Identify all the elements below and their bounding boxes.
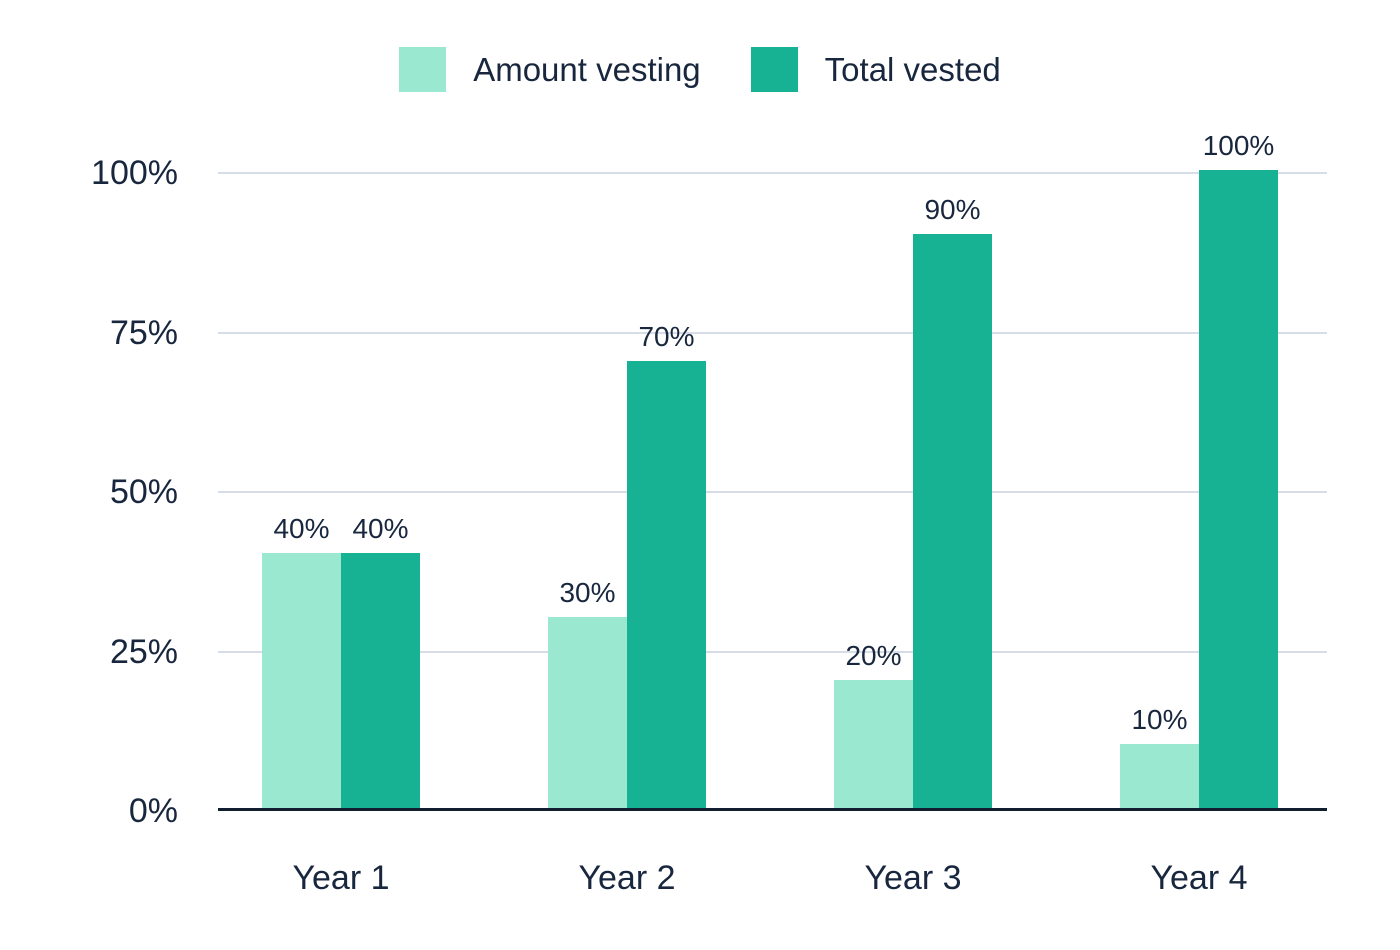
bar-total-vested: [913, 233, 992, 808]
bar-amount-vesting: [262, 552, 341, 808]
y-axis-label: 100%: [91, 154, 178, 192]
gridline: [218, 650, 1327, 653]
bar-value-label: 30%: [559, 576, 616, 608]
bar-value-label: 10%: [1131, 704, 1188, 736]
x-axis-label: Year 4: [1150, 859, 1248, 897]
x-axis-label: Year 3: [864, 859, 962, 897]
bar-value-label: 40%: [352, 512, 409, 544]
legend-swatch-icon: [750, 47, 798, 92]
bar-value-label: 100%: [1202, 130, 1275, 161]
x-axis-label: Year 2: [578, 859, 676, 897]
x-axis-label: Year 1: [292, 859, 390, 897]
bar-total-vested: [627, 361, 706, 808]
gridline: [218, 491, 1327, 493]
bar-value-label: 40%: [273, 512, 330, 544]
bar-value-label: 90%: [924, 193, 981, 225]
y-axis-label: 25%: [109, 632, 178, 671]
legend-item-1: Amount vesting: [399, 47, 701, 92]
legend-item-2: Total vested: [750, 47, 1001, 92]
bar-value-label: 70%: [638, 321, 695, 353]
legend-swatch-icon: [399, 47, 447, 92]
legend-label: Total vested: [824, 51, 1001, 88]
chart-legend: Amount vesting Total vested: [0, 47, 1400, 92]
bar-total-vested: [1199, 170, 1278, 808]
gridline: [218, 331, 1327, 334]
bar-amount-vesting: [548, 616, 627, 808]
bar-group-year-2: 30% 70% Year 2: [548, 173, 706, 897]
gridline: [218, 172, 1327, 174]
y-axis-label: 50%: [109, 473, 178, 511]
bar-amount-vesting: [1120, 744, 1199, 808]
bar-group-year-4: 10% 100% Year 4: [1120, 132, 1278, 897]
bar-value-label: 20%: [845, 640, 902, 672]
legend-label: Amount vesting: [473, 51, 701, 88]
bar-amount-vesting: [834, 680, 913, 808]
y-axis-label: 75%: [109, 313, 178, 352]
plot-area: 40% 40% Year 1 30% 70% Year 2 20% 90% Year 3 10% 1…: [218, 132, 1327, 897]
bar-total-vested: [341, 552, 420, 808]
y-axis-label: 0%: [128, 792, 178, 830]
bar-group-year-1: 40% 40% Year 1: [262, 173, 420, 897]
bar-group-year-3: 20% 90% Year 3: [834, 173, 992, 897]
